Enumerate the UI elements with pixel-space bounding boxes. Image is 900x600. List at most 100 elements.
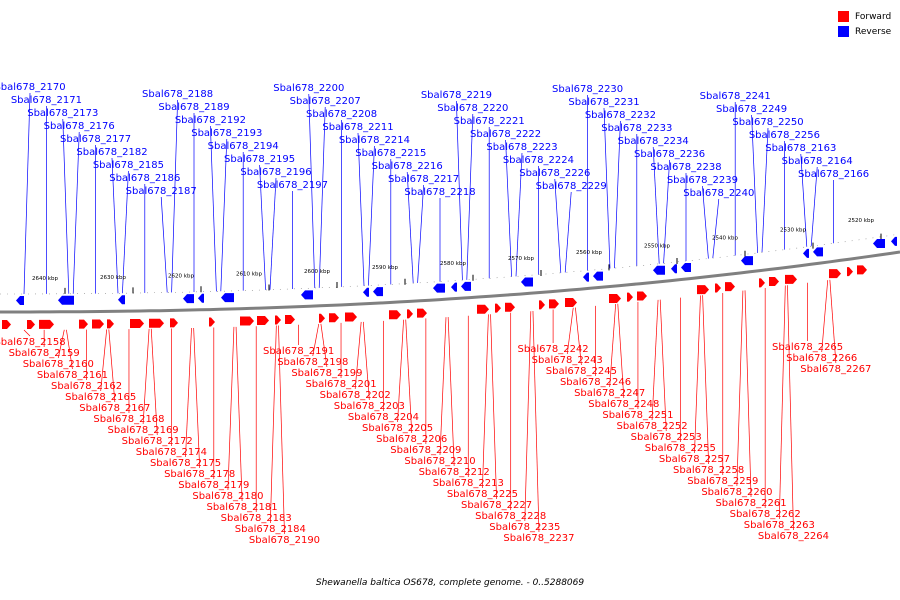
gene-label[interactable]: Sbal678_2196 [240, 167, 311, 178]
gene-label[interactable]: Sbal678_2177 [60, 134, 131, 145]
gene-label[interactable]: Sbal678_2189 [158, 102, 229, 113]
gene-label[interactable]: Sbal678_2174 [136, 447, 207, 458]
gene-label[interactable]: Sbal678_2175 [150, 458, 221, 469]
gene-label[interactable]: Sbal678_2226 [519, 168, 590, 179]
gene-label[interactable]: Sbal678_2231 [568, 97, 639, 108]
gene-label[interactable]: Sbal678_2209 [390, 445, 461, 456]
gene-label[interactable]: Sbal678_2180 [192, 491, 263, 502]
gene-label[interactable]: Sbal678_2248 [588, 399, 659, 410]
gene-label[interactable]: Sbal678_2203 [334, 401, 405, 412]
gene-label[interactable]: Sbal678_2222 [470, 129, 541, 140]
gene-label[interactable]: Sbal678_2224 [503, 155, 574, 166]
gene-label[interactable]: Sbal678_2158 [0, 337, 66, 348]
gene-label[interactable]: Sbal678_2181 [206, 502, 277, 513]
gene-label[interactable]: Sbal678_2185 [93, 160, 164, 171]
gene-label[interactable]: Sbal678_2166 [798, 169, 869, 180]
gene-label[interactable]: Sbal678_2266 [786, 353, 857, 364]
gene-label[interactable]: Sbal678_2252 [616, 421, 687, 432]
gene-label[interactable]: Sbal678_2194 [208, 141, 279, 152]
gene-label[interactable]: Sbal678_2263 [744, 520, 815, 531]
gene-label[interactable]: Sbal678_2225 [447, 489, 518, 500]
gene-label[interactable]: Sbal678_2190 [249, 535, 320, 546]
gene-label[interactable]: Sbal678_2210 [404, 456, 475, 467]
gene-label[interactable]: Sbal678_2239 [667, 175, 738, 186]
gene-label[interactable]: Sbal678_2182 [76, 147, 147, 158]
gene-label[interactable]: Sbal678_2186 [109, 173, 180, 184]
gene-label[interactable]: Sbal678_2176 [44, 121, 115, 132]
gene-label[interactable]: Sbal678_2259 [687, 476, 758, 487]
gene-label[interactable]: Sbal678_2237 [503, 533, 574, 544]
gene-label[interactable]: Sbal678_2212 [419, 467, 490, 478]
gene-label[interactable]: Sbal678_2178 [164, 469, 235, 480]
gene-label[interactable]: Sbal678_2163 [765, 143, 836, 154]
gene-label[interactable]: Sbal678_2236 [634, 149, 705, 160]
gene-label[interactable]: Sbal678_2262 [730, 509, 801, 520]
gene-label[interactable]: Sbal678_2241 [700, 91, 771, 102]
gene-label[interactable]: Sbal678_2184 [235, 524, 306, 535]
gene-label[interactable]: Sbal678_2234 [618, 136, 689, 147]
gene-label[interactable]: Sbal678_2242 [518, 344, 589, 355]
gene-label[interactable]: Sbal678_2205 [362, 423, 433, 434]
gene-label[interactable]: Sbal678_2188 [142, 89, 213, 100]
gene-label[interactable]: Sbal678_2245 [546, 366, 617, 377]
gene-label[interactable]: Sbal678_2219 [421, 90, 492, 101]
gene-label[interactable]: Sbal678_2183 [221, 513, 292, 524]
gene-label[interactable]: Sbal678_2160 [23, 359, 94, 370]
gene-label[interactable]: Sbal678_2162 [51, 381, 122, 392]
gene-label[interactable]: Sbal678_2198 [277, 357, 348, 368]
gene-label[interactable]: Sbal678_2233 [601, 123, 672, 134]
gene-label[interactable]: Sbal678_2161 [37, 370, 108, 381]
gene-label[interactable]: Sbal678_2206 [376, 434, 447, 445]
gene-label[interactable]: Sbal678_2164 [782, 156, 853, 167]
gene-label[interactable]: Sbal678_2197 [257, 180, 328, 191]
gene-label[interactable]: Sbal678_2220 [437, 103, 508, 114]
gene-label[interactable]: Sbal678_2257 [659, 454, 730, 465]
gene-label[interactable]: Sbal678_2238 [650, 162, 721, 173]
gene-label[interactable]: Sbal678_2249 [716, 104, 787, 115]
gene-label[interactable]: Sbal678_2207 [290, 96, 361, 107]
gene-label[interactable]: Sbal678_2191 [263, 346, 334, 357]
gene-label[interactable]: Sbal678_2217 [388, 174, 459, 185]
gene-label[interactable]: Sbal678_2168 [93, 414, 164, 425]
gene-label[interactable]: Sbal678_2221 [454, 116, 525, 127]
gene-label[interactable]: Sbal678_2258 [673, 465, 744, 476]
gene-label[interactable]: Sbal678_2253 [631, 432, 702, 443]
gene-label[interactable]: Sbal678_2192 [175, 115, 246, 126]
gene-label[interactable]: Sbal678_2199 [291, 368, 362, 379]
gene-label[interactable]: Sbal678_2223 [486, 142, 557, 153]
gene-label[interactable]: Sbal678_2227 [461, 500, 532, 511]
gene-label[interactable]: Sbal678_2173 [27, 108, 98, 119]
gene-label[interactable]: Sbal678_2179 [178, 480, 249, 491]
gene-label[interactable]: Sbal678_2208 [306, 109, 377, 120]
gene-label[interactable]: Sbal678_2193 [191, 128, 262, 139]
gene-label[interactable]: Sbal678_2167 [79, 403, 150, 414]
gene-label[interactable]: Sbal678_2169 [108, 425, 179, 436]
gene-label[interactable]: Sbal678_2165 [65, 392, 136, 403]
gene-label[interactable]: Sbal678_2215 [355, 148, 426, 159]
gene-label[interactable]: Sbal678_2211 [322, 122, 393, 133]
gene-label[interactable]: Sbal678_2232 [585, 110, 656, 121]
gene-label[interactable]: Sbal678_2204 [348, 412, 419, 423]
gene-label[interactable]: Sbal678_2159 [9, 348, 80, 359]
gene-label[interactable]: Sbal678_2243 [532, 355, 603, 366]
gene-label[interactable]: Sbal678_2250 [732, 117, 803, 128]
gene-label[interactable]: Sbal678_2246 [560, 377, 631, 388]
gene-label[interactable]: Sbal678_2240 [683, 188, 754, 199]
gene-label[interactable]: Sbal678_2251 [602, 410, 673, 421]
gene-label[interactable]: Sbal678_2201 [305, 379, 376, 390]
gene-label[interactable]: Sbal678_2229 [536, 181, 607, 192]
gene-label[interactable]: Sbal678_2171 [11, 95, 82, 106]
gene-label[interactable]: Sbal678_2214 [339, 135, 410, 146]
gene-label[interactable]: Sbal678_2228 [475, 511, 546, 522]
gene-label[interactable]: Sbal678_2187 [126, 186, 197, 197]
gene-label[interactable]: Sbal678_2200 [273, 83, 344, 94]
gene-label[interactable]: Sbal678_2261 [715, 498, 786, 509]
gene-label[interactable]: Sbal678_2172 [122, 436, 193, 447]
gene-label[interactable]: Sbal678_2247 [574, 388, 645, 399]
gene-label[interactable]: Sbal678_2170 [0, 82, 66, 93]
gene-label[interactable]: Sbal678_2256 [749, 130, 820, 141]
gene-label[interactable]: Sbal678_2255 [645, 443, 716, 454]
gene-label[interactable]: Sbal678_2213 [433, 478, 504, 489]
gene-label[interactable]: Sbal678_2260 [701, 487, 772, 498]
gene-label[interactable]: Sbal678_2265 [772, 342, 843, 353]
